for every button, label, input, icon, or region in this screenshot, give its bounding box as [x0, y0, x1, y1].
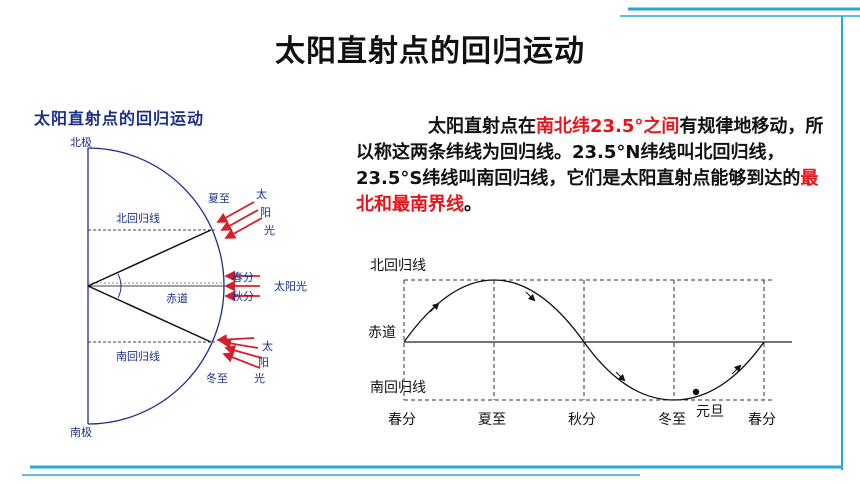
para-highlight-limits: 最北和最南界线 [356, 168, 819, 215]
page-title: 太阳直射点的回归运动 [275, 34, 585, 69]
chart-label-autumn: 秋分 [568, 412, 596, 428]
sunlight-top-3: 光 [264, 223, 275, 237]
para-text-2: 有规律地移动，所以称这两条纬线为回归线。23.5°N纬线叫北回归线，23.5°S… [356, 116, 824, 189]
summer-arrows [216, 201, 263, 239]
para-text-3: 。 [464, 194, 482, 215]
direct-point-curve [403, 279, 765, 401]
label-south-pole: 南极 [70, 425, 92, 439]
chart-label-north-tropic: 北回归线 [370, 257, 426, 274]
chart-label-spring-2: 春分 [748, 412, 776, 428]
para-text-1: 太阳直射点在 [428, 116, 536, 137]
curve-arrow-2 [525, 291, 536, 302]
label-winter-solstice: 冬至 [206, 371, 228, 385]
chart-label-equator: 赤道 [368, 325, 396, 341]
diagram-title: 太阳直射点的回归运动 [33, 109, 204, 128]
sunlight-top-1: 太 [256, 188, 267, 201]
label-spring-equinox: 春分 [232, 271, 254, 284]
label-equator: 赤道 [166, 291, 188, 305]
sunlight-bottom-3: 光 [254, 371, 265, 385]
curve-arrow-1 [429, 302, 440, 313]
curve-arrow-4 [731, 364, 742, 375]
para-highlight-latitude: 南北纬23.5°之间 [536, 116, 680, 137]
annual-motion-chart: 北回归线 赤道 南回归线 春分 夏至 秋分 冬至 元旦 春分 [368, 257, 792, 428]
label-tropic-north: 北回归线 [116, 211, 160, 225]
angle-arc [117, 273, 122, 299]
sunlight-mid: 太阳光 [274, 279, 307, 293]
winter-arrows [216, 334, 263, 369]
label-tropic-south: 南回归线 [116, 349, 160, 363]
label-north-pole: 北极 [70, 135, 92, 149]
explanation-paragraph: 太阳直射点在南北纬23.5°之间有规律地移动，所以称这两条纬线为回归线。23.5… [356, 114, 836, 218]
chart-label-south-tropic: 南回归线 [370, 379, 426, 396]
chart-label-summer: 夏至 [478, 412, 506, 428]
sunlight-bottom-1: 太 [262, 340, 273, 353]
label-summer-solstice: 夏至 [208, 192, 230, 205]
date-gridlines [403, 280, 765, 400]
chart-label-winter: 冬至 [658, 412, 686, 428]
sunlight-bottom-2: 阳 [258, 356, 269, 369]
sun-direct-point-diagram: 太阳直射点的回归运动 北极 南极 北回归线 赤道 南回归线 夏至 太 阳 光 春… [33, 109, 307, 439]
sunlight-top-2: 阳 [260, 206, 271, 219]
chart-label-new-year: 元旦 [696, 404, 724, 420]
chart-label-spring: 春分 [388, 412, 416, 428]
label-autumn-equinox: 秋分 [232, 289, 254, 303]
ray-to-tropic-north [87, 229, 212, 287]
ray-to-tropic-south [87, 285, 212, 343]
curve-arrow-3 [615, 371, 626, 382]
equinox-arrows [224, 270, 260, 302]
new-year-point [692, 388, 700, 396]
